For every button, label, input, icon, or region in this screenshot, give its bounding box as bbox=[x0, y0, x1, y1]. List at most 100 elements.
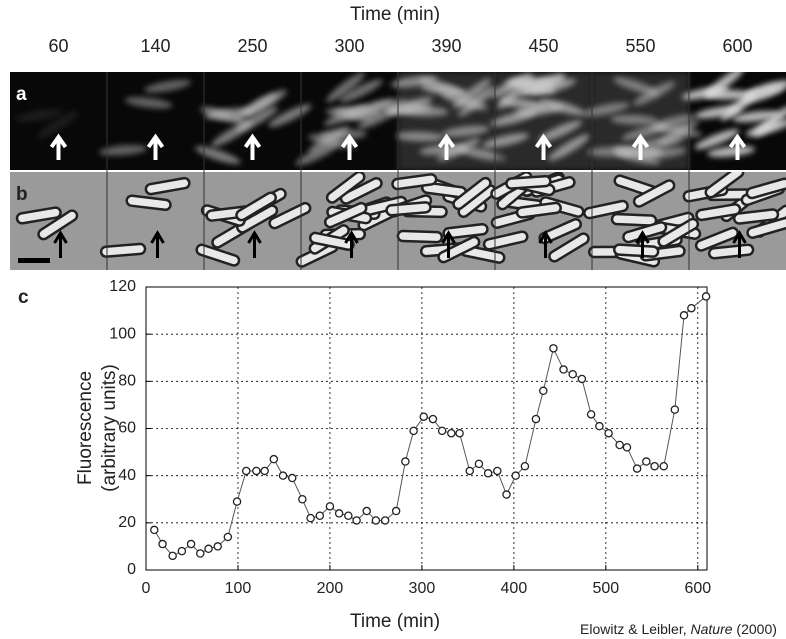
cell-phase bbox=[515, 201, 562, 219]
cell-phase bbox=[195, 243, 241, 267]
data-point bbox=[260, 466, 269, 476]
data-point bbox=[604, 428, 613, 438]
data-point bbox=[465, 466, 474, 476]
cell-fluor bbox=[459, 147, 507, 162]
cell-phase bbox=[308, 231, 355, 251]
cell-fluor bbox=[613, 77, 659, 95]
y-tick-label: 120 bbox=[109, 278, 136, 295]
data-point bbox=[502, 490, 511, 499]
data-point bbox=[186, 539, 196, 549]
cell-fluor bbox=[339, 79, 383, 103]
cell-phase bbox=[99, 242, 147, 258]
data-point bbox=[520, 461, 530, 471]
x-tick-label: 300 bbox=[409, 580, 436, 597]
data-point bbox=[568, 370, 577, 379]
data-point bbox=[213, 542, 222, 551]
data-point bbox=[622, 443, 632, 452]
cell-fluor bbox=[745, 80, 786, 97]
y-tick-label: 60 bbox=[118, 420, 136, 437]
cell-phase bbox=[144, 176, 191, 196]
data-point bbox=[241, 466, 251, 476]
cell-fluor bbox=[143, 79, 192, 93]
cell-fluor bbox=[441, 125, 490, 137]
data-point bbox=[177, 546, 187, 556]
panel-label: b bbox=[16, 184, 28, 205]
arrow-fluor bbox=[243, 133, 262, 160]
data-point bbox=[595, 421, 604, 431]
arrow-fluor bbox=[146, 133, 165, 160]
cell-phase bbox=[694, 226, 739, 252]
data-point bbox=[223, 532, 233, 542]
cell-phase bbox=[442, 222, 489, 240]
cell-phase bbox=[385, 201, 432, 217]
data-point bbox=[455, 428, 464, 438]
time-label: 550 bbox=[625, 36, 655, 56]
data-point bbox=[615, 440, 624, 450]
data-point bbox=[306, 513, 315, 523]
data-point bbox=[577, 374, 587, 384]
arrow-phase bbox=[441, 230, 456, 258]
data-point bbox=[483, 469, 493, 478]
series-line bbox=[153, 296, 707, 557]
data-point bbox=[701, 292, 711, 301]
cell-fluor bbox=[361, 98, 408, 114]
cell-fluor bbox=[99, 144, 147, 156]
cell-phase bbox=[37, 209, 79, 241]
cell-fluor bbox=[538, 120, 583, 142]
time-label: 60 bbox=[48, 36, 68, 56]
data-point bbox=[252, 466, 261, 476]
cell-fluor bbox=[395, 131, 444, 142]
data-point bbox=[539, 386, 548, 396]
x-tick-label: 200 bbox=[317, 580, 344, 597]
arrow-fluor bbox=[437, 133, 456, 160]
y-axis-label: (arbitrary units) bbox=[99, 364, 120, 492]
cell-phase bbox=[339, 177, 383, 205]
cell-fluor bbox=[694, 129, 740, 150]
cell-fluor bbox=[390, 75, 439, 88]
cell-fluor bbox=[326, 72, 366, 103]
data-point bbox=[642, 457, 651, 466]
data-point bbox=[325, 502, 335, 511]
panel-label: a bbox=[16, 84, 27, 105]
panel-label: c bbox=[18, 287, 29, 308]
cell-phase bbox=[323, 201, 368, 229]
cell-phase bbox=[695, 203, 742, 222]
data-point bbox=[168, 551, 177, 561]
data-point bbox=[549, 344, 558, 353]
arrow-fluor bbox=[728, 133, 747, 160]
data-point bbox=[428, 414, 438, 424]
cell-phase bbox=[15, 206, 62, 225]
cell-fluor bbox=[612, 145, 661, 156]
citation: Elowitz & Leibler, Nature (2000) bbox=[580, 621, 777, 637]
cell-fluor bbox=[452, 78, 492, 109]
data-point bbox=[559, 365, 568, 374]
data-point bbox=[419, 412, 428, 421]
data-point bbox=[679, 311, 689, 320]
time-label: 140 bbox=[140, 36, 170, 56]
arrow-fluor bbox=[534, 133, 553, 160]
arrow-phase bbox=[150, 230, 165, 258]
cell-phase bbox=[707, 243, 755, 260]
time-label: 300 bbox=[334, 36, 364, 56]
cell-fluor bbox=[457, 85, 497, 117]
data-point bbox=[352, 516, 361, 525]
data-point bbox=[334, 509, 344, 518]
cell-fluor bbox=[621, 123, 668, 141]
cell-fluor bbox=[707, 145, 755, 158]
arrow-phase bbox=[538, 230, 553, 258]
cell-fluor bbox=[515, 104, 563, 117]
data-point bbox=[371, 516, 381, 525]
data-point bbox=[586, 410, 596, 419]
y-tick-label: 100 bbox=[109, 325, 136, 342]
cell-phase bbox=[657, 217, 700, 248]
cell-phase bbox=[704, 172, 745, 199]
data-point bbox=[650, 461, 659, 471]
cell-fluor bbox=[504, 77, 553, 88]
cell-phase bbox=[125, 194, 172, 212]
arrow-fluor bbox=[49, 133, 68, 160]
x-tick-label: 100 bbox=[225, 580, 252, 597]
cell-phase bbox=[391, 173, 438, 191]
arrow-fluor bbox=[631, 133, 650, 160]
cell-fluor bbox=[37, 111, 79, 139]
cell-fluor bbox=[235, 93, 277, 120]
